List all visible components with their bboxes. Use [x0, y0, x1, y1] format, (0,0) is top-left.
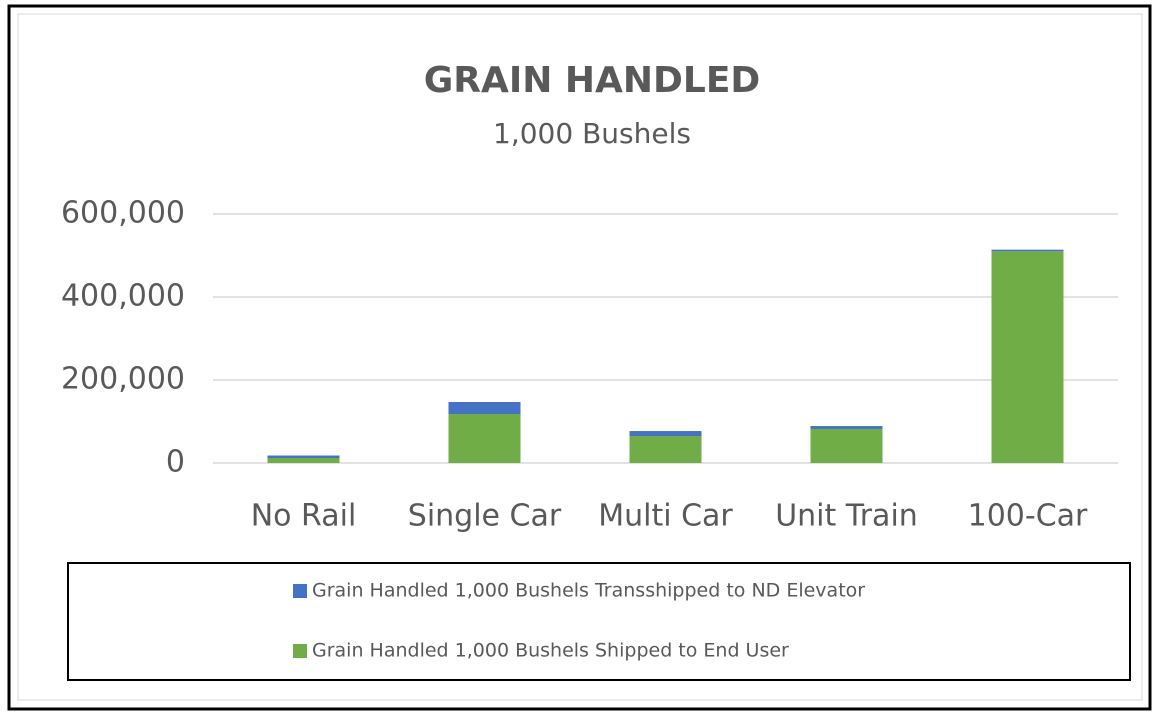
legend-box	[67, 562, 1131, 681]
x-tick-label: Single Car	[408, 499, 562, 534]
chart-subtitle: 1,000 Bushels	[493, 117, 691, 150]
bar-segment	[267, 455, 340, 459]
bar-segment	[448, 401, 521, 415]
legend-label: Grain Handled 1,000 Bushels Transshipped…	[312, 580, 865, 602]
legend-swatch	[293, 584, 307, 598]
y-tick-label: 200,000	[61, 362, 185, 397]
outer-frame	[7, 4, 1152, 711]
bar-segment	[267, 458, 340, 463]
y-tick-label: 400,000	[61, 279, 185, 314]
bar-segment	[991, 249, 1064, 252]
bar-segment	[629, 436, 702, 463]
chart-title: GRAIN HANDLED	[424, 60, 761, 101]
legend-label: Grain Handled 1,000 Bushels Shipped to E…	[312, 640, 789, 662]
chart-area	[17, 13, 1143, 701]
bar-segment	[629, 431, 702, 437]
y-tick-label: 0	[166, 445, 185, 480]
x-tick-label: 100-Car	[968, 499, 1088, 534]
y-tick-label: 600,000	[61, 196, 185, 231]
bar-segment	[991, 251, 1064, 463]
legend-swatch	[293, 644, 307, 658]
bar-segment	[810, 426, 883, 429]
x-tick-label: Multi Car	[598, 499, 733, 534]
bar-segment	[448, 414, 521, 463]
x-tick-label: No Rail	[251, 499, 357, 534]
x-tick-label: Unit Train	[775, 499, 918, 534]
bar-segment	[810, 428, 883, 463]
